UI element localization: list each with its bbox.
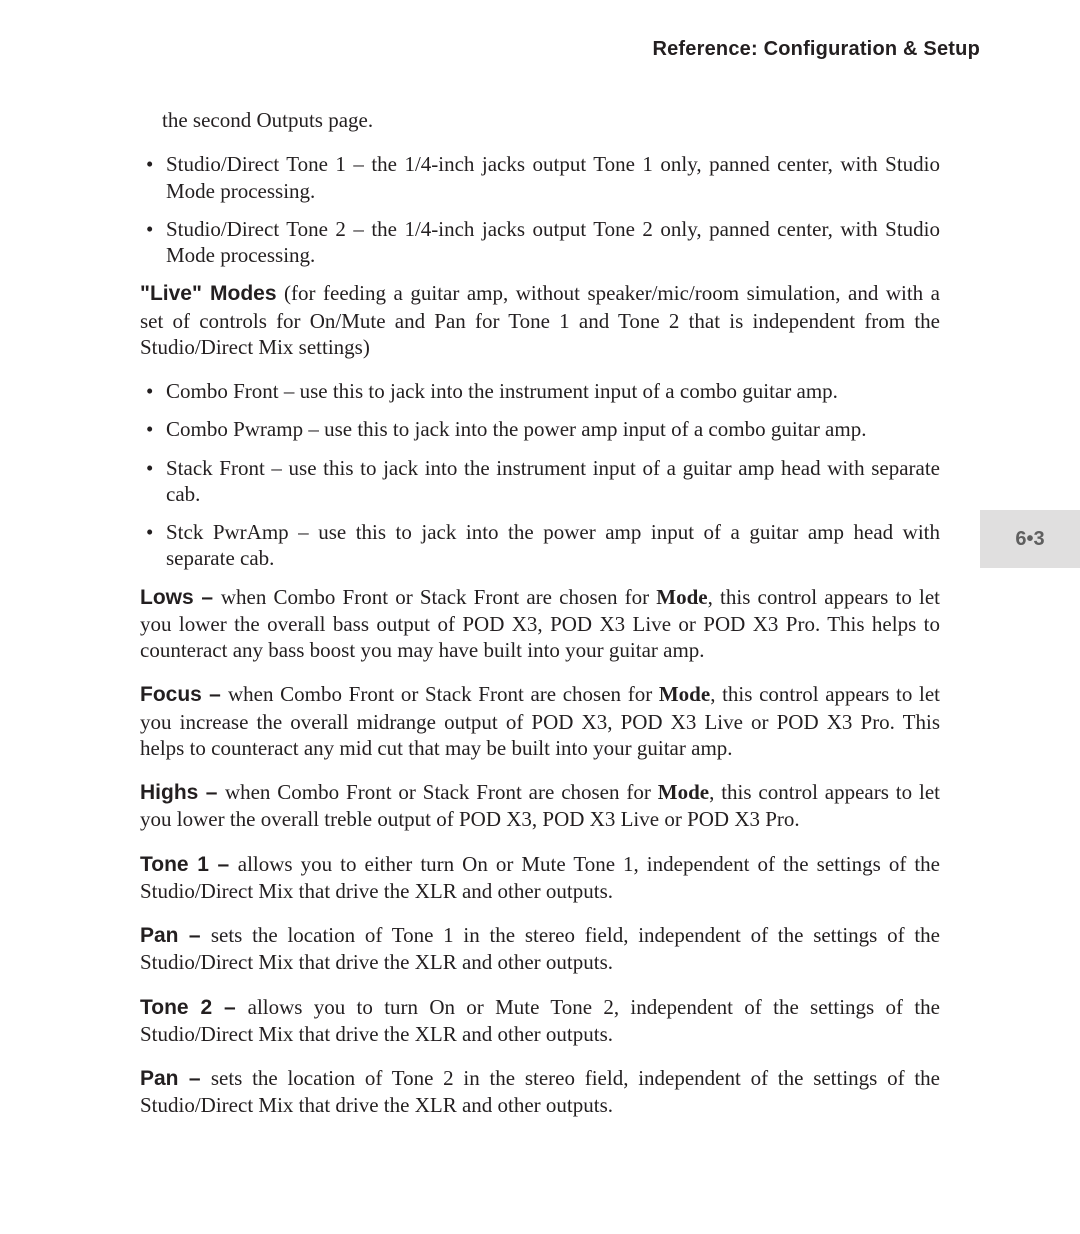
list-item: Studio/Direct Tone 1 – the 1/4-inch jack…	[140, 151, 940, 204]
mode-keyword: Mode	[658, 780, 709, 804]
list-item: Stack Front – use this to jack into the …	[140, 455, 940, 508]
bullets-studio-direct: Studio/Direct Tone 1 – the 1/4-inch jack…	[140, 151, 940, 268]
tone2-paragraph: Tone 2 – allows you to turn On or Mute T…	[140, 994, 940, 1048]
pan2-label: Pan –	[140, 1067, 211, 1090]
page: Reference: Configuration & Setup the sec…	[0, 0, 1080, 1234]
pan1-paragraph: Pan – sets the location of Tone 1 in the…	[140, 922, 940, 976]
live-modes-label: "Live" Modes	[140, 282, 277, 305]
focus-label: Focus –	[140, 683, 228, 706]
lows-paragraph: Lows – when Combo Front or Stack Front a…	[140, 584, 940, 664]
lows-pre: when Combo Front or Stack Front are chos…	[221, 585, 656, 609]
focus-paragraph: Focus – when Combo Front or Stack Front …	[140, 681, 940, 761]
page-header: Reference: Configuration & Setup	[140, 38, 1020, 61]
mode-keyword: Mode	[656, 585, 707, 609]
live-modes-paragraph: "Live" Modes (for feeding a guitar amp, …	[140, 280, 940, 360]
intro-line: the second Outputs page.	[140, 107, 940, 133]
pan1-text: sets the location of Tone 1 in the stere…	[140, 923, 940, 974]
list-item: Studio/Direct Tone 2 – the 1/4-inch jack…	[140, 216, 940, 269]
list-item: Combo Pwramp – use this to jack into the…	[140, 416, 940, 442]
mode-keyword: Mode	[659, 682, 710, 706]
list-item: Combo Front – use this to jack into the …	[140, 378, 940, 404]
page-number-tab: 6•3	[980, 510, 1080, 568]
pan2-text: sets the location of Tone 2 in the stere…	[140, 1066, 940, 1117]
pan1-label: Pan –	[140, 924, 211, 947]
pan2-paragraph: Pan – sets the location of Tone 2 in the…	[140, 1065, 940, 1119]
tone1-text: allows you to either turn On or Mute Ton…	[140, 852, 940, 903]
page-content: the second Outputs page. Studio/Direct T…	[140, 107, 940, 1119]
lows-label: Lows –	[140, 586, 221, 609]
bullets-live-modes: Combo Front – use this to jack into the …	[140, 378, 940, 572]
list-item: Stck PwrAmp – use this to jack into the …	[140, 519, 940, 572]
highs-pre: when Combo Front or Stack Front are chos…	[225, 780, 658, 804]
highs-label: Highs –	[140, 781, 225, 804]
tone2-text: allows you to turn On or Mute Tone 2, in…	[140, 995, 940, 1046]
focus-pre: when Combo Front or Stack Front are chos…	[228, 682, 659, 706]
tone2-label: Tone 2 –	[140, 996, 248, 1019]
tone1-paragraph: Tone 1 – allows you to either turn On or…	[140, 851, 940, 905]
highs-paragraph: Highs – when Combo Front or Stack Front …	[140, 779, 940, 833]
tone1-label: Tone 1 –	[140, 853, 238, 876]
